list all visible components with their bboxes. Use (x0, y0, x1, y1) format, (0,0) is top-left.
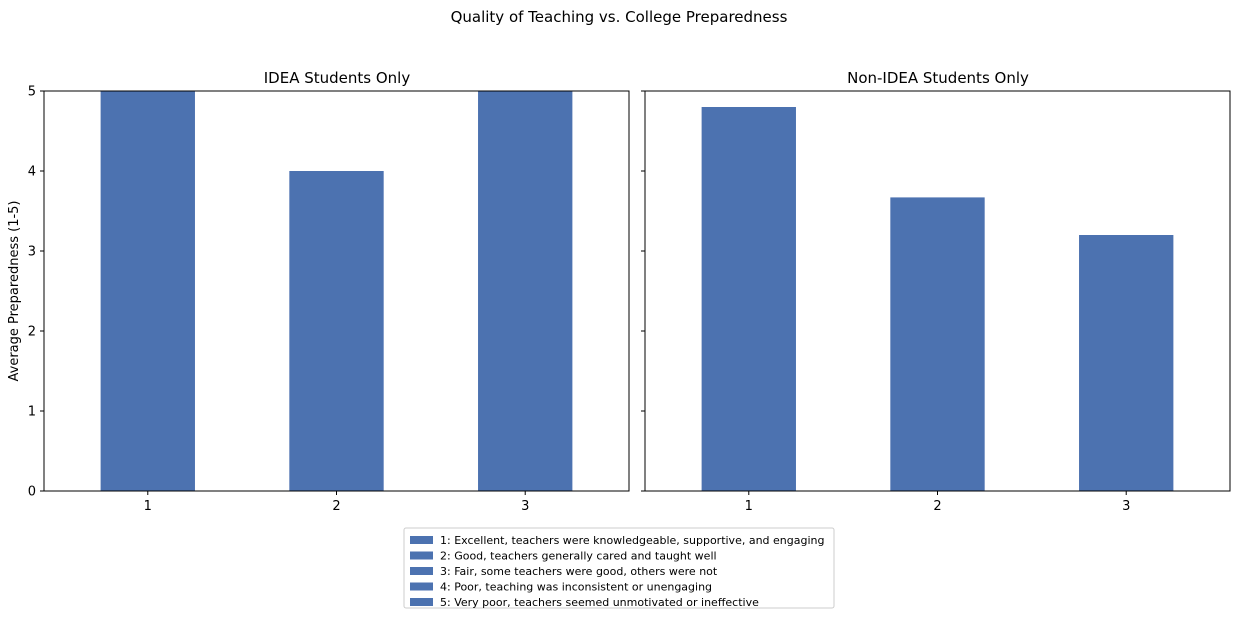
y-tick-label: 3 (28, 245, 36, 260)
bar-idea-1 (100, 91, 195, 491)
bars-non-idea (701, 107, 1174, 491)
ticks-non-idea: 1 2 3 (641, 90, 1130, 514)
y-axis-label: Average Preparedness (1-5) (7, 200, 22, 381)
y-tick-label: 0 (28, 485, 36, 500)
y-tick-label: 5 (28, 85, 36, 100)
plot-frame-non-idea (644, 90, 1231, 492)
bar-non-idea-1 (701, 107, 796, 491)
panel-non-idea: Non-IDEA Students Only 1 2 3 (641, 69, 1231, 514)
ticks-idea: 1 2 3 0 1 2 3 4 5 (28, 85, 530, 515)
panel-title-non-idea: Non-IDEA Students Only (847, 69, 1029, 87)
bar-non-idea-2 (890, 197, 985, 491)
legend-entry: 2: Good, teachers generally cared and ta… (440, 550, 717, 563)
y-tick-label: 1 (28, 405, 36, 420)
legend-swatch (410, 551, 433, 560)
x-tick-label: 2 (332, 499, 340, 514)
bar-non-idea-3 (1079, 235, 1174, 491)
plot-frame-idea (43, 90, 630, 492)
legend-swatch (410, 582, 433, 591)
x-tick-label: 1 (745, 499, 753, 514)
y-tick-label: 2 (28, 325, 36, 340)
legend-swatch (410, 536, 433, 544)
legend-entry: 5: Very poor, teachers seemed unmotivate… (440, 596, 759, 609)
legend-swatch (410, 598, 433, 606)
legend-entry: 1: Excellent, teachers were knowledgeabl… (440, 534, 824, 547)
legend-frame (403, 527, 835, 609)
legend: 1: Excellent, teachers were knowledgeabl… (403, 527, 835, 609)
legend-entry: 4: Poor, teaching was inconsistent or un… (440, 581, 712, 594)
bar-idea-3 (478, 91, 573, 491)
y-tick-label: 4 (28, 165, 36, 180)
x-tick-label: 3 (1122, 499, 1130, 514)
x-tick-label: 2 (933, 499, 941, 514)
x-tick-label: 3 (521, 499, 529, 514)
panel-title-idea: IDEA Students Only (264, 69, 411, 87)
chart-title: Quality of Teaching vs. College Prepared… (451, 8, 788, 26)
bars-idea (100, 91, 573, 491)
legend-swatch (410, 567, 433, 575)
bar-idea-2 (289, 171, 384, 491)
panel-idea: IDEA Students Only 1 2 3 0 1 2 3 4 5 (28, 69, 630, 515)
legend-entry: 3: Fair, some teachers were good, others… (440, 565, 718, 578)
x-tick-label: 1 (144, 499, 152, 514)
